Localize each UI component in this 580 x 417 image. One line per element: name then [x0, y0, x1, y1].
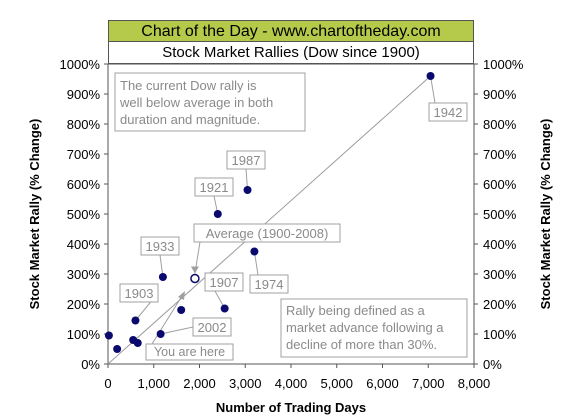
y-tick-label-left: 700%: [67, 147, 101, 162]
data-point: [104, 331, 113, 340]
y-tick-label-left: 600%: [67, 177, 101, 192]
data-point: [250, 247, 259, 256]
year-label-box: [226, 150, 266, 170]
year-label-box: [249, 274, 289, 294]
top-note-line: The current Dow rally is: [120, 78, 257, 93]
y-axis-title-right: Stock Market Rally (% Change): [538, 119, 553, 310]
data-point: [156, 330, 165, 338]
data-point: [213, 210, 222, 218]
y-tick-label-right: 900%: [483, 87, 517, 102]
average-label-box: [193, 223, 341, 243]
year-label-box: [194, 177, 234, 197]
trend-layer: [107, 75, 431, 365]
top-note-box: [114, 72, 306, 132]
year-label: 1974: [255, 277, 284, 292]
year-label: 1903: [125, 286, 154, 301]
average-label: Average (1900-2008): [206, 226, 329, 241]
y-tick-label-left: 500%: [67, 207, 101, 222]
chart-of-the-day-banner: Chart of the Day - www.chartoftheday.com: [108, 20, 474, 42]
y-tick-label-left: 300%: [67, 267, 101, 282]
data-point: [131, 316, 140, 325]
data-point: [113, 345, 122, 353]
you-are-here-label-box: [145, 343, 234, 361]
y-tick-label-left: 900%: [67, 87, 101, 102]
x-tick-label: 1,000: [137, 376, 170, 391]
year-label-box: [428, 102, 468, 122]
year-label: 1987: [232, 153, 261, 168]
bottom-note-box: [280, 298, 468, 358]
bottom-note-line: market advance following a: [286, 320, 444, 335]
year-label-leader: [160, 326, 194, 335]
year-label: 1942: [434, 105, 463, 120]
year-label: 1921: [200, 180, 229, 195]
year-label-box: [140, 236, 180, 256]
y-tick-label-left: 800%: [67, 117, 101, 132]
y-tick-label-right: 100%: [483, 327, 517, 342]
y-tick-label-left: 400%: [67, 237, 101, 252]
y-tick-label-right: 0%: [483, 357, 502, 372]
year-label-box: [204, 272, 244, 292]
year-label-box: [192, 317, 232, 337]
x-tick-label: 3,000: [229, 376, 262, 391]
data-points: [104, 72, 435, 353]
data-point: [243, 186, 252, 194]
year-label: 1907: [210, 275, 239, 290]
data-point: [133, 339, 142, 347]
axis-labels: 0% 0% 100% 100% 200% 200% 300% 300% 400% 400% 500%…: [27, 57, 553, 415]
y-tick-label-right: 600%: [483, 177, 517, 192]
y-tick-label-left: 0%: [81, 357, 100, 372]
year-label: 1933: [146, 239, 175, 254]
you-are-here-arrowhead: [178, 291, 185, 300]
y-tick-label-right: 400%: [483, 237, 517, 252]
top-note-line: duration and magnitude.: [120, 112, 260, 127]
average-point: [190, 273, 200, 284]
data-point: [220, 304, 229, 313]
y-axis-title-left: Stock Market Rally (% Change): [27, 119, 42, 310]
data-point: [177, 306, 186, 314]
you-are-here-label: You are here: [154, 345, 225, 359]
x-axis-title: Number of Trading Days: [216, 400, 366, 415]
bottom-note-line: Rally being defined as a: [286, 303, 426, 318]
y-tick-label-left: 200%: [67, 297, 101, 312]
y-tick-label-right: 700%: [483, 147, 517, 162]
x-tick-label: 4,000: [275, 376, 308, 391]
x-tick-label: 0: [104, 376, 111, 391]
x-tick-label: 8,000: [458, 376, 491, 391]
year-label-box: [119, 283, 159, 303]
bottom-note-line: decline of more than 30%.: [286, 337, 437, 352]
x-tick-label: 2,000: [183, 376, 216, 391]
y-tick-label-right: 300%: [483, 267, 517, 282]
x-tick-label: 7,000: [412, 376, 445, 391]
x-tick-label: 6,000: [366, 376, 399, 391]
y-tick-label-left: 1000%: [60, 57, 101, 72]
year-label: 2002: [198, 320, 227, 335]
y-tick-label-left: 100%: [67, 327, 101, 342]
y-tick-label-right: 200%: [483, 297, 517, 312]
trend-line: [107, 75, 431, 365]
y-tick-label-right: 500%: [483, 207, 517, 222]
y-tick-label-right: 800%: [483, 117, 517, 132]
y-tick-label-right: 1000%: [483, 57, 524, 72]
average-arrowhead: [190, 266, 199, 274]
top-note-line: well below average in both: [119, 95, 273, 110]
chart-title: Stock Market Rallies (Dow since 1900): [108, 42, 474, 64]
you-are-here-arrow: [151, 295, 183, 345]
x-tick-label: 5,000: [320, 376, 353, 391]
data-point: [158, 273, 167, 281]
year-label-leader: [430, 75, 436, 104]
data-point: [426, 72, 435, 80]
